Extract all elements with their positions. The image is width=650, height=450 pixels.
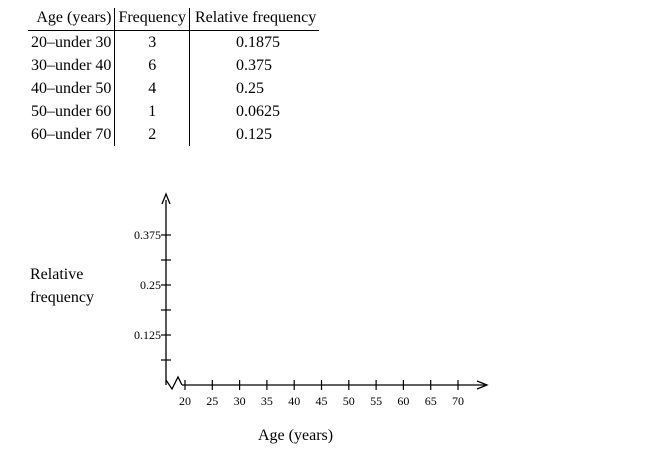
- frequency-cell: 3: [114, 30, 190, 54]
- age-class: 50–under 60: [28, 100, 116, 123]
- axis-break-zigzag: [165, 375, 183, 391]
- frequency-table: Age (years) Frequency Relative frequency…: [28, 8, 320, 146]
- y-axis-label-line: Relative: [30, 266, 84, 283]
- relative-frequency-cell: 0.375: [235, 56, 272, 74]
- y-axis-label-line: frequency: [30, 289, 94, 306]
- x-tick-label: 50: [343, 394, 355, 408]
- table-row: 20–under 30 3 0.1875: [28, 30, 319, 54]
- y-axis-arrow: [161, 192, 171, 205]
- frequency-cell: 4: [114, 77, 190, 100]
- table-row: 40–under 50 4 0.25: [28, 77, 319, 100]
- y-tick-label: 0.25: [140, 278, 161, 292]
- relative-frequency-cell: 0.0625: [235, 102, 280, 120]
- relative-frequency-cell: 0.1875: [235, 33, 280, 51]
- table-row: 50–under 60 1 0.0625: [28, 100, 319, 123]
- x-axis-arrow: [476, 380, 489, 390]
- y-axis-label: Relative frequency: [30, 263, 120, 309]
- x-tick-label: 35: [261, 394, 273, 408]
- header-frequency: Frequency: [114, 8, 190, 31]
- age-class: 60–under 70: [28, 123, 116, 146]
- x-tick-label: 40: [288, 394, 300, 408]
- frequency-cell: 6: [114, 54, 190, 77]
- table-row: 30–under 40 6 0.375: [28, 54, 319, 77]
- table-header-row: Age (years) Frequency Relative frequency: [28, 8, 320, 31]
- x-tick-label: 65: [425, 394, 437, 408]
- x-tick-label: 70: [452, 394, 464, 408]
- x-tick-label: 60: [397, 394, 409, 408]
- frequency-cell: 1: [114, 100, 190, 123]
- x-tick-label: 55: [370, 394, 382, 408]
- age-class: 30–under 40: [28, 54, 116, 77]
- x-tick-label: 45: [316, 394, 328, 408]
- header-relative-frequency: Relative frequency: [189, 8, 320, 31]
- relative-frequency-cell: 0.125: [235, 125, 272, 143]
- relative-frequency-cell: 0.25: [235, 79, 264, 97]
- x-tick-label: 25: [206, 394, 218, 408]
- header-age: Age (years): [28, 8, 116, 31]
- y-tick-label: 0.125: [134, 328, 161, 342]
- y-tick-label: 0.375: [134, 228, 161, 242]
- frequency-cell: 2: [114, 123, 190, 146]
- age-class: 40–under 50: [28, 77, 116, 100]
- table-row: 60–under 70 2 0.125: [28, 123, 319, 146]
- age-class: 20–under 30: [28, 30, 116, 54]
- x-tick-label: 20: [179, 394, 191, 408]
- x-tick-label: 30: [234, 394, 246, 408]
- x-axis-label: Age (years): [258, 427, 334, 444]
